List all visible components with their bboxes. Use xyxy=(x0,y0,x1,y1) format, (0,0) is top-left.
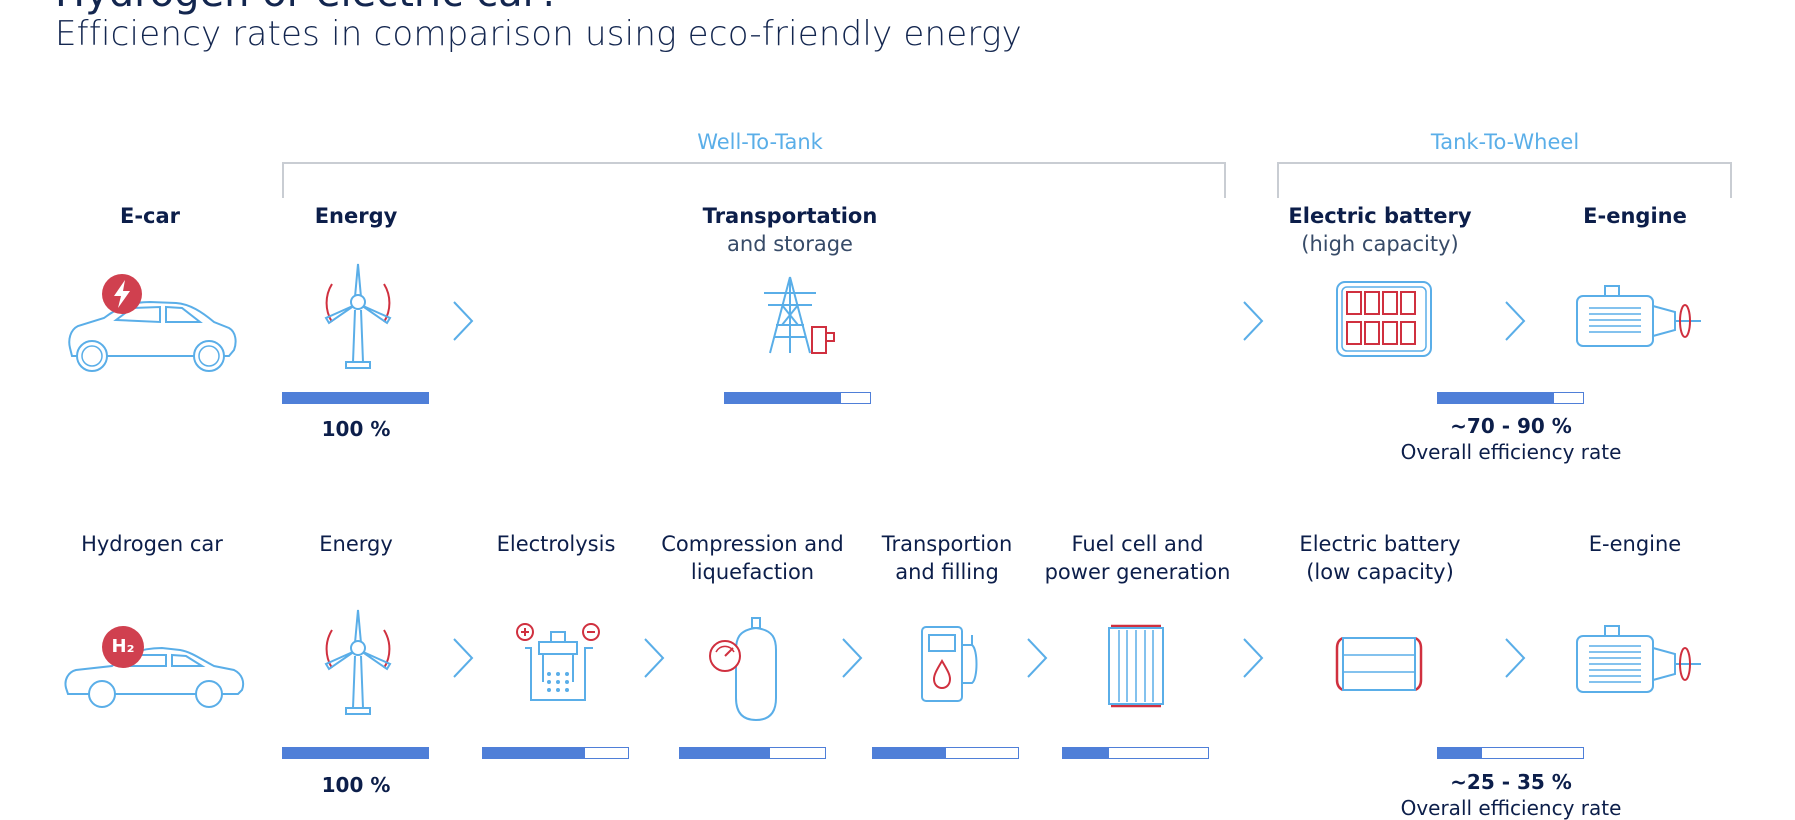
electric-car-icon xyxy=(68,300,237,372)
lightning-icon xyxy=(102,274,142,314)
ecar-stage-engine-label: E-engine xyxy=(1583,204,1687,228)
chevron-right-icon xyxy=(1505,638,1526,678)
chevron-right-icon xyxy=(1505,301,1526,341)
chevron-right-icon xyxy=(644,638,665,678)
hcar-stage-energy-label: Energy xyxy=(319,532,393,556)
efficiency-bar-fill xyxy=(283,748,428,758)
ecar-result-note: Overall efficiency rate xyxy=(1400,440,1622,464)
ecar-stage-battery-label: Electric battery (high capacity) xyxy=(1288,204,1472,256)
chevron-right-icon xyxy=(842,638,863,678)
hcar-vehicle-label: Hydrogen car xyxy=(81,532,223,556)
chevron-right-icon xyxy=(1027,638,1048,678)
power-pylon-icon xyxy=(764,276,835,354)
hcar-stage-engine-label: E-engine xyxy=(1588,532,1682,556)
gas-tank-icon xyxy=(709,617,777,722)
efficiency-bar xyxy=(1437,747,1584,759)
efficiency-bar xyxy=(679,747,826,759)
ecar-result-percent: ~70 - 90 % xyxy=(1450,414,1572,438)
efficiency-bar-fill xyxy=(1438,748,1482,758)
efficiency-bar xyxy=(724,392,871,404)
wind-turbine-icon xyxy=(324,609,392,715)
electric-motor-icon xyxy=(1576,625,1701,693)
chevron-right-icon xyxy=(1243,638,1264,678)
hydrogen-badge: H₂ xyxy=(102,626,144,668)
hcar-stage-fuel-cell-label: Fuel cell and power generation xyxy=(1044,532,1231,584)
efficiency-bar-fill xyxy=(283,393,428,403)
battery-high-capacity-icon xyxy=(1336,281,1432,357)
battery-low-capacity-icon xyxy=(1335,636,1423,692)
chevron-right-icon xyxy=(1243,301,1264,341)
phase-label-tank-to-wheel: Tank-To-Wheel xyxy=(1430,130,1580,154)
efficiency-bar xyxy=(1437,392,1584,404)
electric-motor-icon xyxy=(1576,285,1701,347)
fuel-cell-icon xyxy=(1108,624,1164,708)
efficiency-bar-fill xyxy=(725,393,841,403)
fuel-pump-icon xyxy=(921,626,978,702)
phase-label-well-to-tank: Well-To-Tank xyxy=(697,130,823,154)
efficiency-bar-fill xyxy=(873,748,946,758)
efficiency-bar xyxy=(1062,747,1209,759)
efficiency-bar xyxy=(872,747,1019,759)
efficiency-bar xyxy=(282,747,429,759)
hcar-stage-transportion-label: Transportion and filling xyxy=(881,532,1013,584)
wind-turbine-icon xyxy=(324,263,392,369)
efficiency-bar-fill xyxy=(680,748,770,758)
ecar-start-percent: 100 % xyxy=(321,417,391,441)
hydrogen-car-icon xyxy=(64,646,245,708)
efficiency-bar xyxy=(282,392,429,404)
ecar-stage-transportation-label: Transportation and storage xyxy=(702,204,878,256)
chevron-right-icon xyxy=(453,638,474,678)
efficiency-bar xyxy=(482,747,629,759)
hcar-stage-battery-label: Electric battery (low capacity) xyxy=(1299,532,1461,584)
electrolysis-icon xyxy=(516,623,600,701)
hcar-stage-compression-label: Compression and liquefaction xyxy=(661,532,844,584)
hcar-result-percent: ~25 - 35 % xyxy=(1450,770,1572,794)
page-title: Hydrogen or electric car? xyxy=(55,0,560,16)
efficiency-bar-fill xyxy=(1438,393,1554,403)
page-subtitle: Efficiency rates in comparison using eco… xyxy=(55,14,1022,54)
efficiency-bar-fill xyxy=(483,748,585,758)
efficiency-bar-fill xyxy=(1063,748,1110,758)
bracket-tank-to-wheel xyxy=(1277,162,1732,198)
hcar-start-percent: 100 % xyxy=(321,773,391,797)
bracket-well-to-tank xyxy=(282,162,1226,198)
hcar-stage-electrolysis-label: Electrolysis xyxy=(496,532,616,556)
ecar-vehicle-label: E-car xyxy=(119,204,181,228)
chevron-right-icon xyxy=(453,301,474,341)
ecar-stage-energy-label: Energy xyxy=(314,204,398,228)
